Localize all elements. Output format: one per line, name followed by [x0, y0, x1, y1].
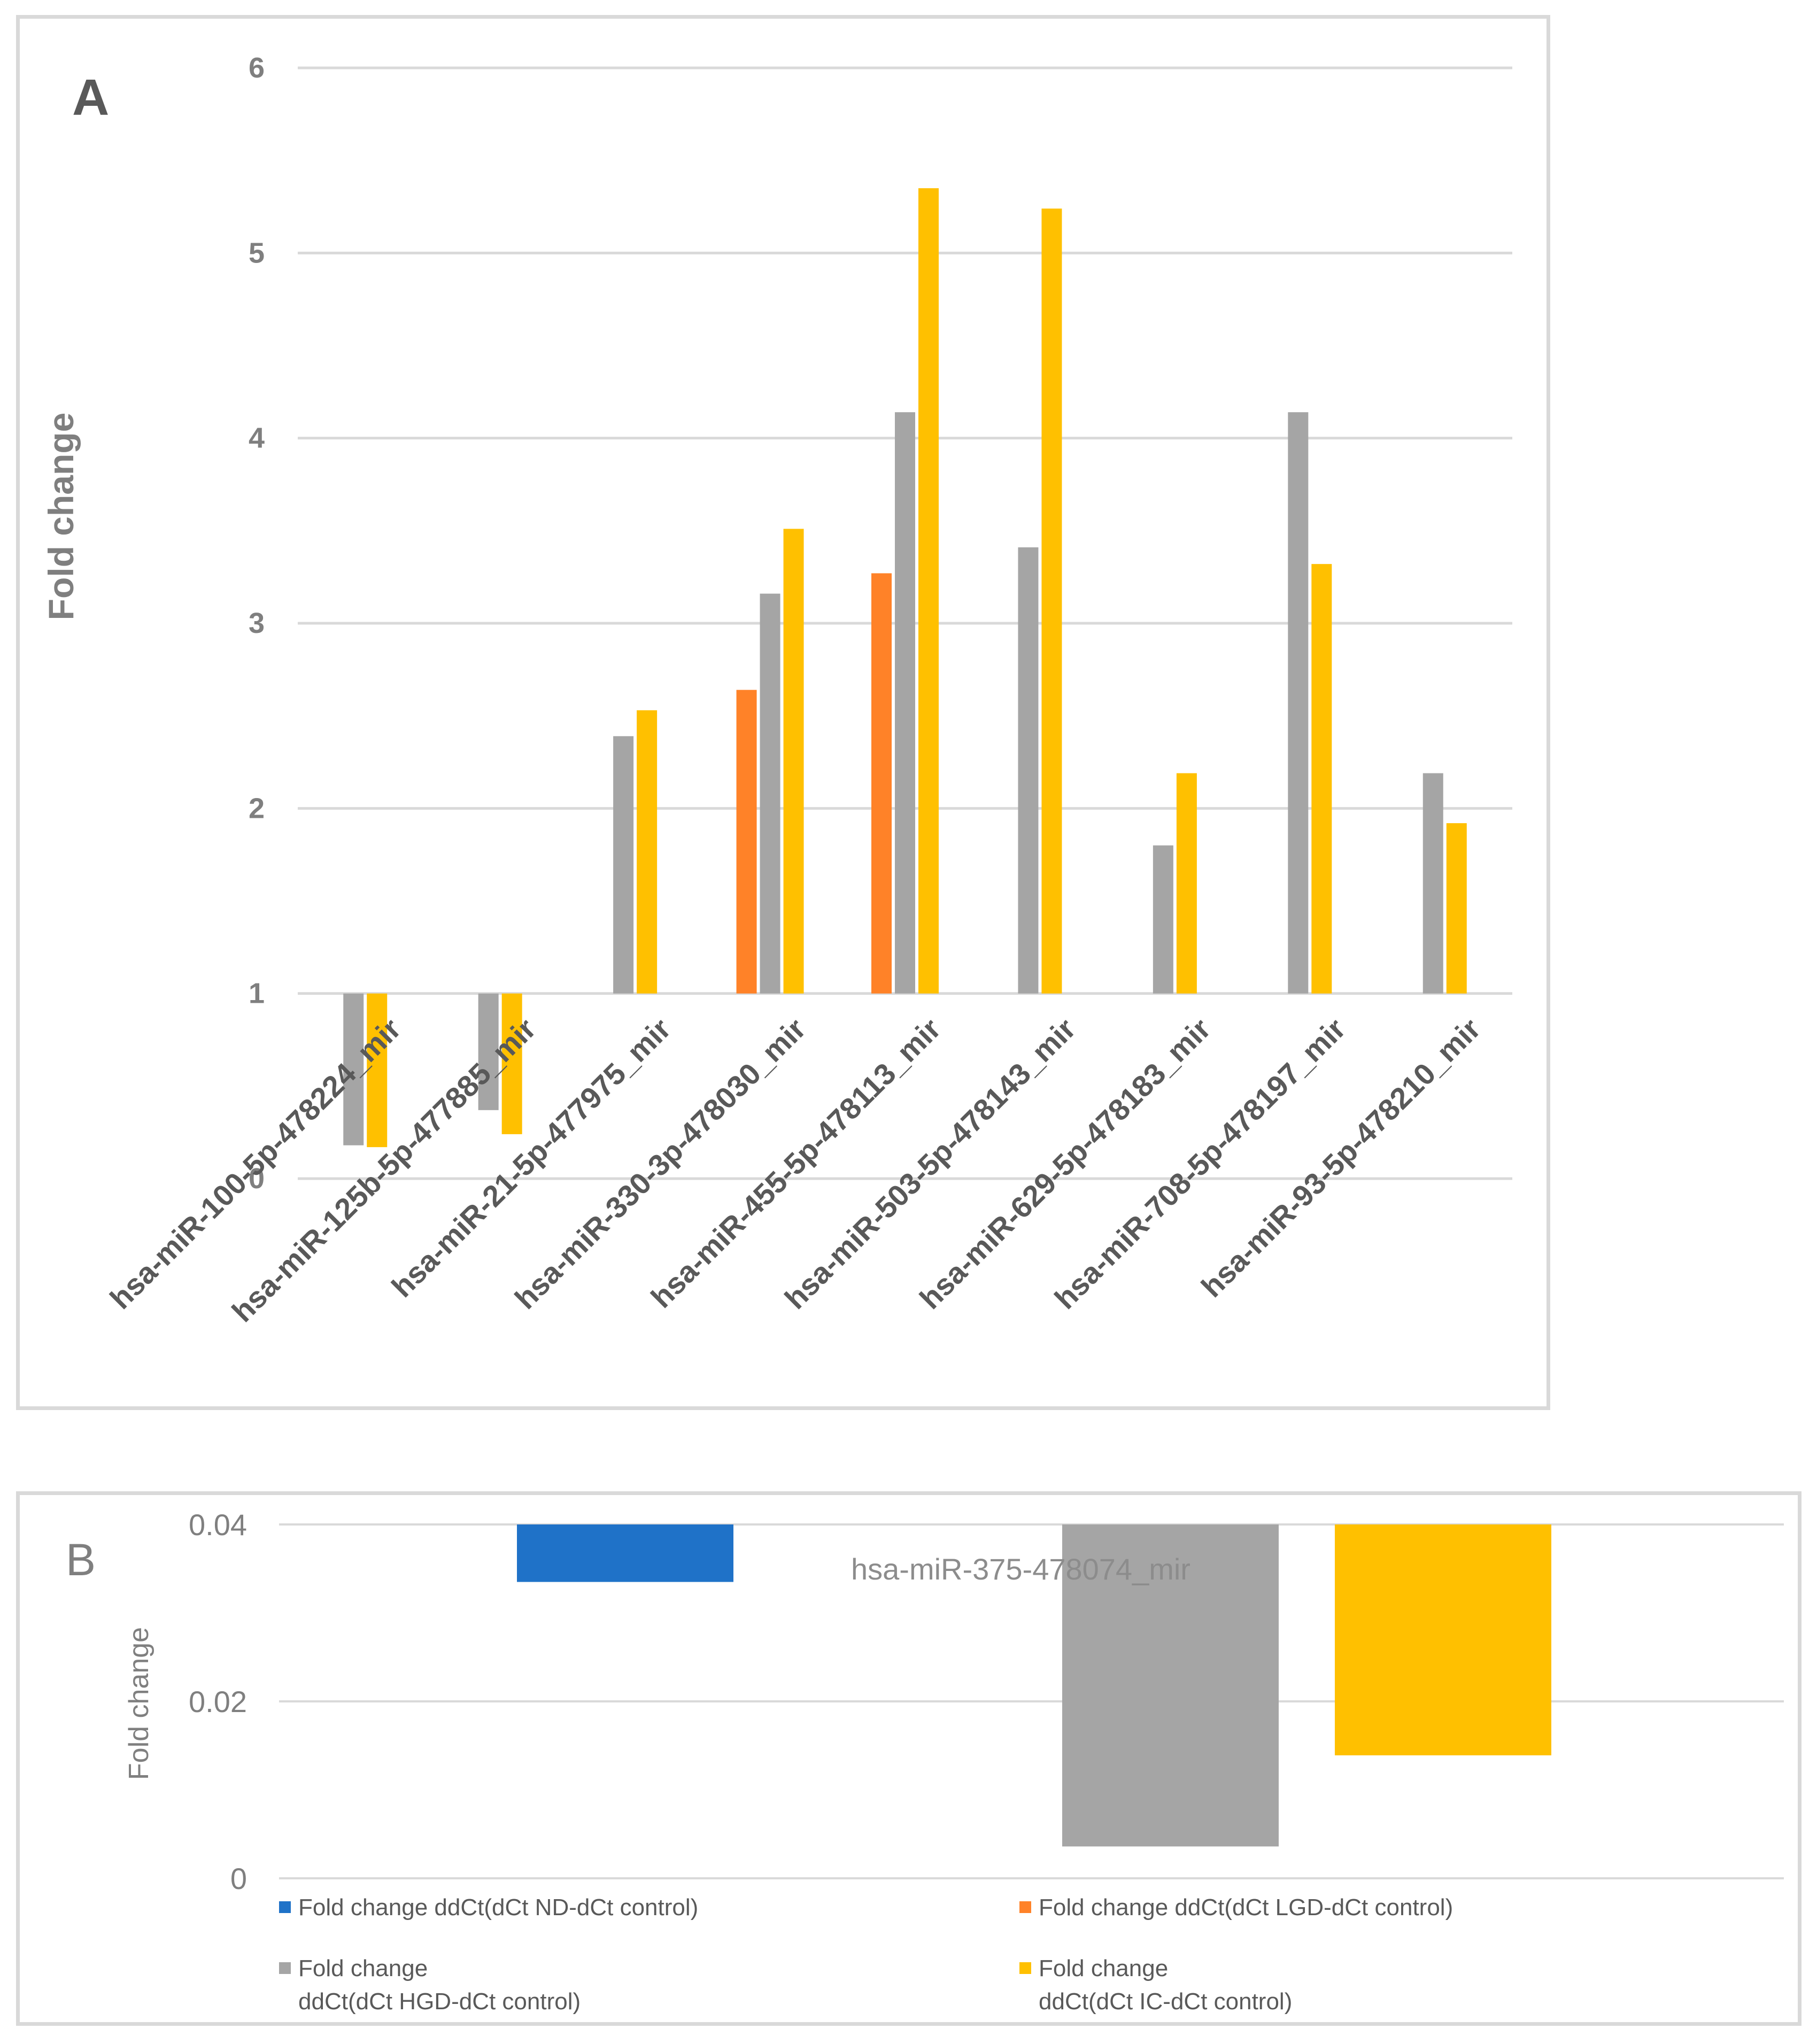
bar-a-ic-7: [1311, 564, 1332, 994]
y-axis-label-b: Fold change: [123, 1627, 154, 1780]
legend-label-ic: Fold change: [1039, 1955, 1168, 1981]
bar-a-ic-6: [1176, 773, 1197, 994]
legend-swatch-ic: [1019, 1962, 1031, 1974]
legend-label-lgd: Fold change ddCt(dCt LGD-dCt control): [1039, 1894, 1453, 1921]
bar-a-ic-5: [1041, 208, 1062, 994]
legend-label-nd: Fold change ddCt(dCt ND-dCt control): [298, 1894, 698, 1921]
bar-b-nd: [517, 1524, 733, 1582]
x-category-label-a-0: hsa-miR-100-5p-478224_mir: [103, 1012, 407, 1315]
bar-a-ic-0: [367, 993, 388, 1148]
bar-a-hgd-8: [1422, 773, 1443, 994]
chart-panel-a: 0 1 2 3 4 5 6 hsa-miR-100-5p-478224_mir hsa-miR-…: [16, 15, 1550, 1410]
y-tick-label-b-0: 0: [230, 1862, 247, 1895]
legend-label-line2-ic: ddCt(dCt IC-dCt control): [1039, 1988, 1292, 2015]
bar-a-hgd-6: [1153, 845, 1173, 994]
y-tick-label-a-5: 5: [249, 237, 265, 269]
bar-a-ic-8: [1446, 823, 1467, 994]
bar-a-hgd-3: [760, 593, 780, 994]
x-category-label-a-5: hsa-miR-503-5p-478143_mir: [778, 1012, 1082, 1315]
y-tick-label-a-0: 0: [249, 1163, 265, 1195]
bar-b-hgd: [1062, 1524, 1279, 1847]
x-category-label-b-0: hsa-miR-375-478074_mir: [851, 1552, 1190, 1586]
legend-label-hgd: Fold change: [298, 1955, 428, 1981]
bar-a-ic-2: [637, 710, 658, 994]
x-category-label-a-4: hsa-miR-455-5p-478113_mir: [644, 1012, 947, 1314]
chart-b-svg: 0 0.02 0.04 hsa-miR-375-478074_mir Fold chan…: [66, 1508, 1784, 2015]
x-category-label-a-2: hsa-miR-21-5p-477975_mir: [385, 1012, 677, 1304]
panel-letter-b: B: [66, 1535, 96, 1585]
bar-a-hgd-7: [1288, 412, 1309, 994]
bar-a-ic-4: [918, 188, 939, 994]
y-tick-label-b-1: 0.02: [189, 1685, 247, 1718]
y-tick-label-a-6: 6: [249, 52, 265, 84]
y-tick-label-a-2: 2: [249, 792, 265, 824]
bar-a-hgd-0: [343, 993, 364, 1145]
legend-swatch-lgd: [1019, 1901, 1031, 1913]
chart-a-svg: 0123456hsa-miR-100-5p-478224_mirhsa-miR-…: [41, 52, 1512, 1328]
x-category-label-a-6: hsa-miR-629-5p-478183_mir: [913, 1012, 1217, 1315]
bar-b-ic: [1335, 1524, 1551, 1755]
bar-a-ic-1: [501, 993, 522, 1134]
legend-swatch-nd: [279, 1901, 291, 1913]
bar-a-hgd-2: [613, 736, 634, 994]
panel-letter-a: A: [72, 69, 109, 126]
chart-panel-b: 0 0.02 0.04 hsa-miR-375-478074_mir Fold chan…: [16, 1491, 1801, 2026]
legend-label-line2-hgd: ddCt(dCt HGD-dCt control): [298, 1988, 581, 2015]
y-tick-label-a-1: 1: [249, 978, 265, 1010]
bar-a-hgd-5: [1018, 547, 1039, 994]
bar-a-hgd-4: [895, 412, 915, 994]
bar-a-lgd-4: [871, 573, 892, 994]
x-category-label-a-8: hsa-miR-93-5p-478210_mir: [1195, 1012, 1487, 1304]
bar-a-ic-3: [783, 529, 804, 994]
x-category-label-a-7: hsa-miR-708-5p-478197_mir: [1048, 1012, 1351, 1315]
y-tick-label-b-2: 0.04: [189, 1508, 247, 1542]
legend-swatch-hgd: [279, 1962, 291, 1974]
x-category-label-a-3: hsa-miR-330-3p-478030_mir: [508, 1012, 812, 1315]
y-tick-label-a-4: 4: [249, 422, 265, 454]
y-axis-label-a: Fold change: [41, 413, 81, 621]
bar-a-lgd-3: [736, 690, 757, 994]
bar-a-hgd-1: [478, 993, 499, 1110]
y-tick-label-a-3: 3: [249, 607, 265, 639]
